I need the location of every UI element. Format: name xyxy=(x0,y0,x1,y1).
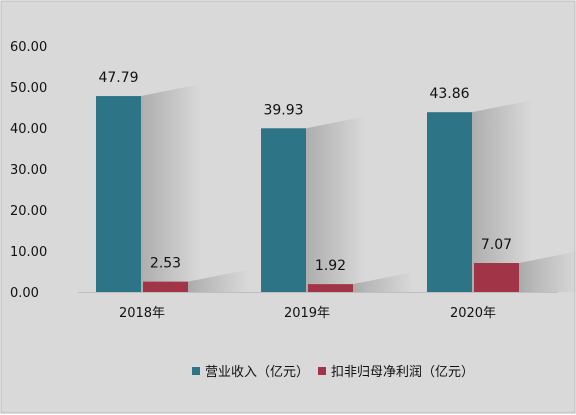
y-tick-label: 10.00 xyxy=(10,245,47,260)
data-label: 7.07 xyxy=(481,237,512,253)
data-label: 2.53 xyxy=(150,256,181,272)
bar-shadow xyxy=(141,84,201,292)
bar-net-profit xyxy=(474,263,519,292)
y-tick-label: 0.00 xyxy=(10,286,39,301)
data-labels: 47.79 2.53 39.93 1.92 43.86 7.07 xyxy=(98,70,512,274)
bar-revenue xyxy=(96,96,141,292)
data-label: 43.86 xyxy=(429,86,469,102)
legend-swatch xyxy=(318,367,326,375)
bar-shadow xyxy=(306,116,366,292)
bar-shadow xyxy=(472,100,532,292)
x-axis: 2018年 2019年 2020年 xyxy=(78,292,558,321)
legend-swatch xyxy=(192,367,200,375)
y-tick-label: 60.00 xyxy=(10,40,47,55)
x-category-label: 2018年 xyxy=(119,306,165,321)
data-label: 39.93 xyxy=(263,102,303,118)
x-category-label: 2019年 xyxy=(284,306,330,321)
bar-shadow xyxy=(519,251,576,292)
y-tick-label: 30.00 xyxy=(10,163,47,178)
bar-shadow xyxy=(188,269,248,292)
bar-revenue xyxy=(427,112,472,292)
y-tick-label: 50.00 xyxy=(10,81,47,96)
data-label: 1.92 xyxy=(315,258,346,274)
bar-shadows xyxy=(141,84,576,292)
data-label: 47.79 xyxy=(98,70,138,86)
y-tick-label: 20.00 xyxy=(10,204,47,219)
x-category-label: 2020年 xyxy=(450,306,496,321)
bar-revenue xyxy=(261,128,306,292)
bars xyxy=(96,96,519,292)
bar-net-profit xyxy=(308,284,353,292)
y-tick-label: 40.00 xyxy=(10,122,47,137)
bar-net-profit xyxy=(143,281,188,292)
bar-shadow xyxy=(353,272,413,292)
legend-label: 扣非归母净利润（亿元） xyxy=(331,365,474,380)
y-axis: 0.00 10.00 20.00 30.00 40.00 50.00 60.00 xyxy=(10,40,47,301)
legend: 营业收入（亿元） 扣非归母净利润（亿元） xyxy=(192,365,474,380)
legend-label: 营业收入（亿元） xyxy=(205,365,309,380)
